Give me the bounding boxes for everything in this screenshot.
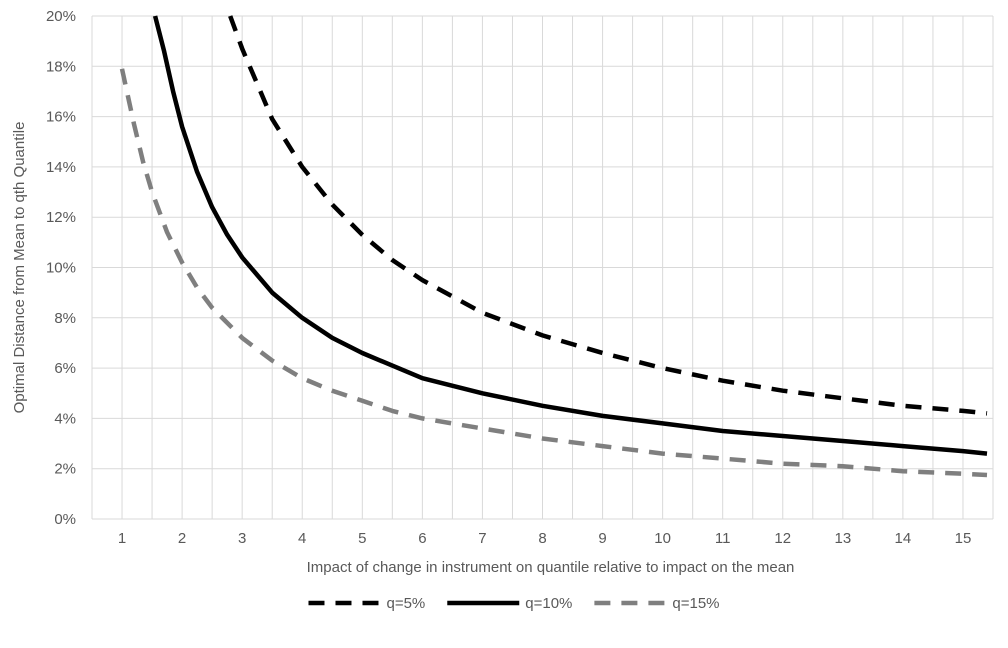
x-tick-label: 11	[715, 530, 731, 547]
x-tick-label: 1	[118, 530, 126, 547]
legend-label-1: q=5%	[386, 595, 425, 612]
x-tick-label: 7	[478, 530, 486, 547]
y-tick-label: 18%	[46, 58, 76, 75]
legend: q=5% q=10% q=15%	[308, 595, 720, 612]
x-tick-label: 8	[538, 530, 546, 547]
series-line-2	[152, 15, 988, 456]
x-tick-label: 14	[895, 530, 912, 547]
x-axis-title: Impact of change in instrument on quanti…	[307, 559, 795, 576]
x-tick-labels: 1 2 3 4 5 6 7 8 9 10 11 12 13 14 15	[118, 530, 971, 547]
x-tick-label: 3	[238, 530, 246, 547]
y-tick-label: 2%	[54, 461, 76, 478]
x-tick-label: 9	[598, 530, 606, 547]
x-tick-label: 4	[298, 530, 306, 547]
x-tick-label: 10	[654, 530, 671, 547]
y-tick-label: 14%	[46, 159, 76, 176]
series-line-1	[228, 15, 988, 416]
x-tick-label: 15	[955, 530, 972, 547]
y-tick-label: 6%	[54, 360, 76, 377]
y-axis-title: Optimal Distance from Mean to qth Quanti…	[11, 122, 28, 414]
y-tick-label: 4%	[54, 410, 76, 427]
y-tick-label: 20%	[46, 8, 76, 25]
y-tick-label: 0%	[54, 511, 76, 528]
x-tick-label: 12	[774, 530, 791, 547]
x-tick-label: 5	[358, 530, 366, 547]
x-tick-label: 13	[834, 530, 851, 547]
series-lines	[119, 15, 988, 478]
y-tick-labels: 0% 2% 4% 6% 8% 10% 12% 14% 16% 18% 20%	[46, 8, 76, 528]
y-tick-label: 8%	[54, 310, 76, 327]
legend-label-3: q=15%	[672, 595, 719, 612]
x-tick-label: 6	[418, 530, 426, 547]
y-tick-label: 16%	[46, 109, 76, 126]
x-tick-label: 2	[178, 530, 186, 547]
y-tick-label: 12%	[46, 209, 76, 226]
legend-label-2: q=10%	[525, 595, 572, 612]
y-tick-label: 10%	[46, 260, 76, 277]
